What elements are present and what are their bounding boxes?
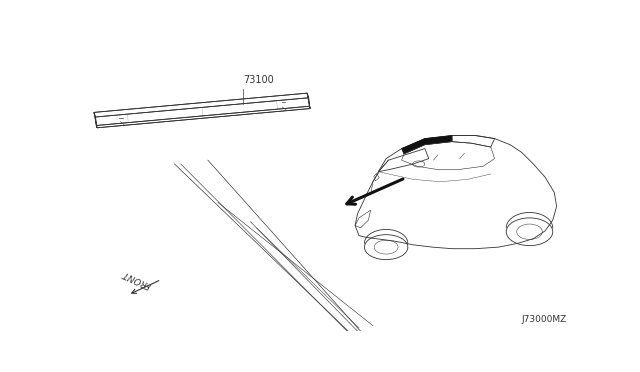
- Polygon shape: [402, 135, 452, 154]
- Text: 73100: 73100: [243, 76, 273, 86]
- Text: FRONT: FRONT: [121, 268, 152, 289]
- Text: J73000MZ: J73000MZ: [522, 315, 566, 324]
